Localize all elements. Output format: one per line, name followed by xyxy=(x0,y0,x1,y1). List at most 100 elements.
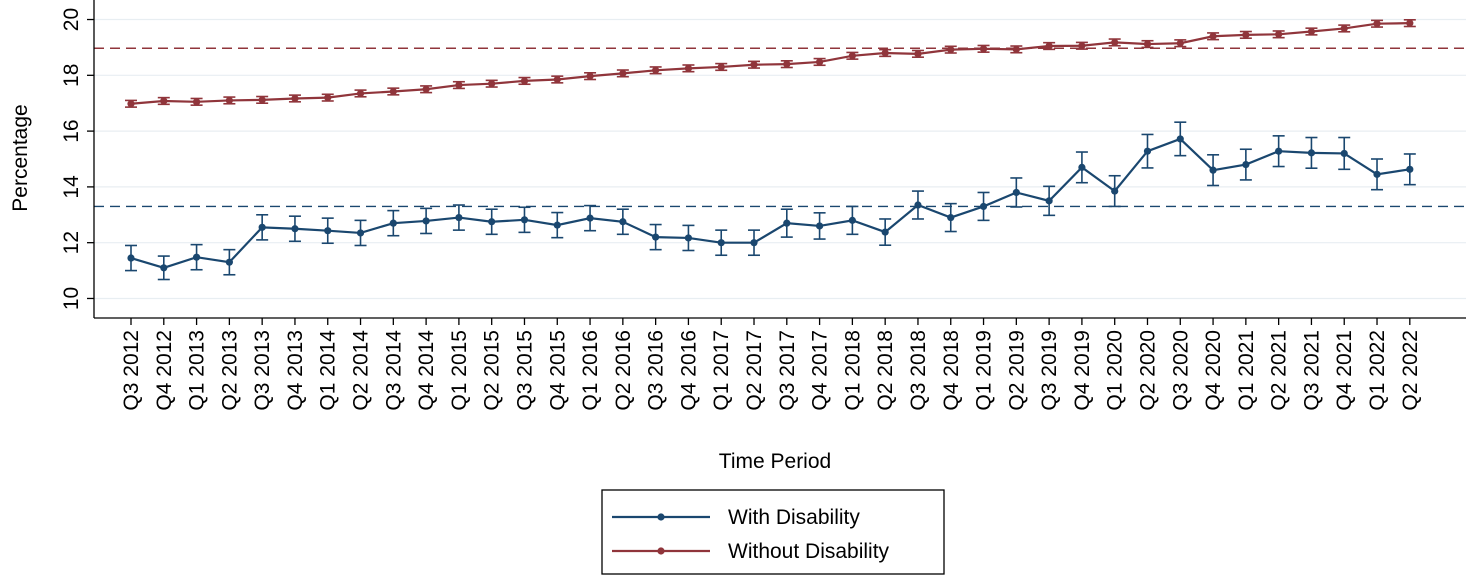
legend-marker xyxy=(657,513,665,521)
data-point xyxy=(1242,160,1250,169)
x-tick-label: Q2 2022 xyxy=(1399,330,1422,411)
data-point xyxy=(717,63,725,71)
data-point xyxy=(422,217,430,225)
x-tick-label: Q2 2016 xyxy=(612,330,635,411)
data-point xyxy=(1307,149,1316,157)
data-point xyxy=(1111,187,1119,195)
data-point xyxy=(947,46,955,54)
data-point xyxy=(1143,40,1152,48)
legend-label: Without Disability xyxy=(728,540,890,563)
x-tick-label: Q1 2020 xyxy=(1104,330,1127,411)
data-point xyxy=(192,98,201,106)
data-point xyxy=(1275,147,1283,155)
x-tick-label: Q4 2015 xyxy=(546,330,569,411)
data-point xyxy=(586,214,594,222)
data-point xyxy=(1275,30,1283,38)
series-line xyxy=(130,137,1410,269)
axes: 10 12 14 16 18 20 Q3 2012 Q4 2012 Q1 2013 Q2 2013… xyxy=(60,0,1466,411)
data-point xyxy=(848,216,856,224)
y-tick-label: 20 xyxy=(60,8,83,31)
data-point xyxy=(1078,42,1086,50)
data-point xyxy=(1176,39,1184,47)
x-tick-label: Q3 2015 xyxy=(513,330,536,411)
data-point xyxy=(127,100,135,108)
data-point xyxy=(1078,163,1086,171)
x-tick-label: Q3 2016 xyxy=(645,330,668,411)
data-point xyxy=(652,66,660,74)
data-point xyxy=(553,221,561,229)
data-point xyxy=(1012,45,1020,53)
x-tick-label: Q1 2021 xyxy=(1235,330,1258,411)
data-point xyxy=(1209,32,1217,40)
x-tick-label: Q3 2012 xyxy=(120,330,143,411)
y-axis-title: Percentage xyxy=(9,104,32,211)
data-point xyxy=(160,264,168,272)
data-point xyxy=(1209,166,1217,174)
x-tick-label: Q2 2020 xyxy=(1136,330,1159,411)
x-tick-label: Q3 2020 xyxy=(1169,330,1192,411)
data-point xyxy=(684,64,693,72)
data-point xyxy=(619,69,627,77)
x-tick-label: Q1 2015 xyxy=(448,330,471,411)
x-tick-label: Q4 2018 xyxy=(940,330,963,411)
data-point xyxy=(783,60,791,68)
data-point xyxy=(750,61,758,69)
x-tick-label: Q4 2012 xyxy=(153,330,176,411)
data-point xyxy=(881,228,889,236)
data-point xyxy=(1406,19,1414,27)
data-point xyxy=(291,225,299,233)
data-point xyxy=(717,239,725,247)
x-tick-label: Q4 2017 xyxy=(809,330,832,411)
data-point xyxy=(684,234,693,242)
x-tick-label: Q2 2021 xyxy=(1268,330,1291,411)
data-point xyxy=(324,94,332,102)
data-point xyxy=(1012,188,1020,197)
data-point xyxy=(553,75,561,84)
legend: With Disability Without Disability xyxy=(601,489,945,575)
data-point xyxy=(455,81,463,89)
data-point xyxy=(914,201,922,209)
series xyxy=(125,19,1416,108)
data-point xyxy=(815,58,824,66)
x-tick-label: Q4 2021 xyxy=(1333,330,1356,411)
data-point xyxy=(127,254,135,262)
data-point xyxy=(1340,149,1348,158)
legend-marker xyxy=(657,547,665,555)
x-tick-label: Q1 2013 xyxy=(186,330,209,411)
legend-label: With Disability xyxy=(728,506,860,529)
series-line xyxy=(130,22,1410,105)
data-point xyxy=(1045,42,1053,50)
x-tick-label: Q3 2021 xyxy=(1300,330,1323,411)
y-tick-label: 16 xyxy=(60,119,83,142)
y-tick-label: 12 xyxy=(60,231,83,254)
data-point xyxy=(520,216,529,224)
x-tick-label: Q4 2013 xyxy=(284,330,307,411)
data-point xyxy=(652,233,660,241)
data-point xyxy=(1045,197,1053,205)
data-point xyxy=(455,213,463,222)
data-point xyxy=(356,89,365,98)
data-point xyxy=(947,213,955,222)
data-point xyxy=(389,219,397,227)
x-tick-label: Q4 2019 xyxy=(1071,330,1094,411)
data-point xyxy=(422,85,430,93)
data-point xyxy=(1111,38,1119,47)
x-tick-label: Q1 2014 xyxy=(317,330,340,411)
data-point xyxy=(848,52,856,60)
data-point xyxy=(258,96,266,104)
x-tick-label: Q3 2013 xyxy=(251,330,274,411)
x-tick-label: Q2 2013 xyxy=(218,330,241,411)
data-point xyxy=(1242,31,1250,39)
y-tick-label: 10 xyxy=(60,287,83,310)
data-point xyxy=(815,222,824,230)
data-point xyxy=(1307,27,1316,36)
reference-lines xyxy=(94,47,1466,208)
x-tick-label: Q3 2017 xyxy=(776,330,799,411)
x-tick-label: Q4 2016 xyxy=(677,330,700,411)
x-tick-label: Q1 2017 xyxy=(710,330,733,411)
x-tick-label: Q1 2022 xyxy=(1366,330,1389,411)
x-tick-label: Q1 2019 xyxy=(973,330,996,411)
data-point xyxy=(160,97,168,105)
data-point xyxy=(750,239,758,247)
